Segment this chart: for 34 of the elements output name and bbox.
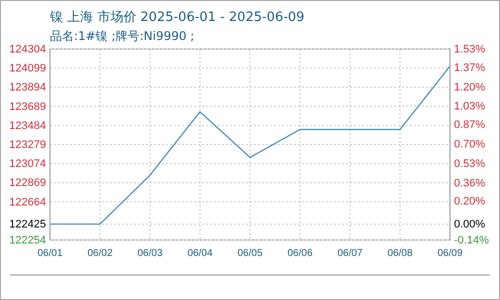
x-tick-label: 06/07 [337, 248, 363, 260]
y-tick-label: 123279 [9, 139, 46, 152]
y-tick-label: 122425 [9, 218, 46, 231]
y2-tick-label: 0.36% [454, 177, 486, 190]
y-tick-label: 123689 [9, 100, 46, 113]
y2-tick-label: 0.00% [454, 218, 486, 231]
y2-tick-label: 1.37% [454, 62, 486, 74]
y-tick-label: 124304 [9, 44, 46, 56]
chart-subtitle: 品名:1#镍 ;牌号:Ni9990 ; [50, 29, 194, 43]
x-tick-label: 06/02 [87, 248, 113, 260]
y-tick-label: 122869 [9, 177, 46, 190]
y-tick-label: 124099 [9, 62, 46, 75]
chart-title: 镍 上海 市场价 2025-06-01 - 2025-06-09 [49, 10, 304, 25]
x-tick-label: 06/05 [237, 248, 263, 260]
x-tick-label: 06/08 [387, 248, 413, 260]
y2-tick-label: 0.87% [454, 119, 486, 132]
x-tick-label: 06/01 [37, 248, 63, 260]
y2-tick-label: -0.14% [454, 234, 490, 247]
y2-tick-label: 1.03% [454, 100, 486, 113]
y-tick-label: 123484 [9, 120, 46, 132]
x-tick-label: 06/09 [437, 248, 463, 260]
x-tick-label: 06/06 [287, 248, 313, 260]
y-tick-label: 123074 [9, 158, 46, 170]
y2-tick-label: 0.20% [454, 196, 486, 208]
x-tick-label: 06/03 [137, 248, 163, 260]
y2-tick-label: 1.20% [454, 81, 486, 94]
y-tick-label: 123894 [9, 82, 46, 94]
y2-tick-label: 1.53% [454, 44, 486, 56]
line-series [49, 66, 451, 225]
y-tick-label: 122254 [9, 234, 46, 247]
x-tick-label: 06/04 [187, 248, 213, 260]
y2-tick-label: 0.53% [454, 158, 486, 170]
y2-tick-label: 0.70% [454, 138, 486, 150]
y-tick-label: 122664 [9, 196, 46, 208]
